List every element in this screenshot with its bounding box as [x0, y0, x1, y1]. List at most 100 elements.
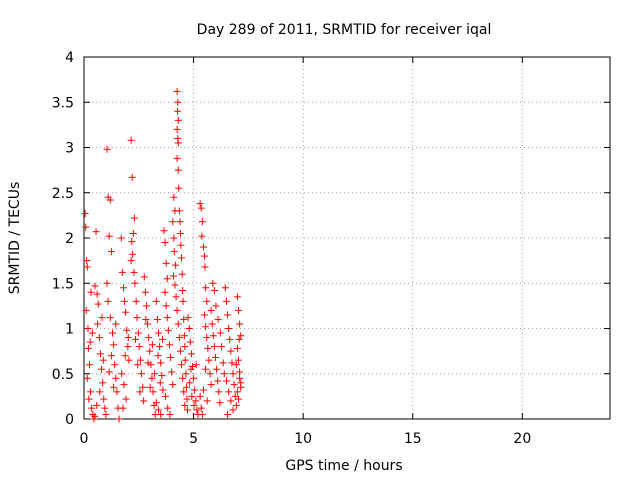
data-point: [123, 326, 131, 334]
data-point: [165, 341, 173, 349]
data-point: [173, 87, 181, 95]
data-point: [232, 361, 240, 369]
data-point: [162, 259, 170, 267]
data-point: [229, 370, 237, 378]
data-point: [98, 314, 106, 322]
data-point: [146, 347, 154, 355]
data-point: [173, 125, 181, 133]
data-point: [190, 401, 198, 409]
data-point: [164, 326, 172, 334]
chart-title: Day 289 of 2011, SRMTID for receiver iqa…: [197, 22, 492, 38]
data-point: [174, 98, 182, 106]
data-point: [144, 359, 152, 367]
data-point: [173, 154, 181, 162]
data-point: [227, 347, 235, 355]
data-point: [207, 381, 215, 389]
data-point: [184, 314, 192, 322]
data-point: [156, 379, 164, 387]
data-point: [127, 136, 135, 144]
data-point: [108, 329, 116, 337]
data-point: [153, 315, 161, 323]
data-point: [235, 306, 243, 314]
data-point: [132, 297, 140, 305]
data-point: [121, 297, 129, 305]
data-point: [214, 377, 222, 385]
data-point: [226, 335, 234, 343]
data-point: [134, 361, 142, 369]
data-point: [177, 241, 185, 249]
data-point: [118, 268, 126, 276]
data-point: [118, 370, 126, 378]
data-point: [219, 359, 227, 367]
data-point: [86, 338, 94, 346]
x-tick-label: 15: [404, 431, 422, 447]
data-point: [82, 306, 90, 314]
data-point: [124, 334, 132, 342]
data-point: [155, 329, 163, 337]
data-point: [87, 288, 95, 296]
data-point: [163, 275, 171, 283]
data-point: [210, 286, 218, 294]
data-point: [197, 404, 205, 412]
data-point: [93, 401, 101, 409]
data-point: [191, 386, 199, 394]
data-point: [147, 361, 155, 369]
data-point: [172, 261, 180, 269]
data-point: [198, 410, 206, 418]
data-point: [201, 252, 209, 260]
data-point: [172, 293, 180, 301]
data-point: [190, 374, 198, 382]
data-point: [158, 372, 166, 380]
data-point: [132, 335, 140, 343]
data-point: [159, 386, 167, 394]
data-point: [170, 193, 178, 201]
data-point: [146, 383, 154, 391]
data-point: [233, 344, 241, 352]
data-point: [203, 297, 211, 305]
data-point: [210, 343, 218, 351]
data-point: [96, 388, 104, 396]
data-point: [175, 207, 183, 215]
data-point: [204, 344, 212, 352]
data-point: [141, 288, 149, 296]
data-point: [95, 334, 103, 342]
data-point: [187, 365, 195, 373]
data-point: [137, 370, 145, 378]
x-tick-label: 20: [513, 431, 531, 447]
data-point: [94, 320, 102, 328]
data-point: [193, 406, 201, 414]
data-point: [144, 320, 152, 328]
data-point: [85, 395, 93, 403]
data-point: [92, 228, 100, 236]
data-point: [91, 282, 99, 290]
data-point: [161, 239, 169, 247]
y-tick-label: 3: [65, 141, 74, 157]
data-point: [197, 204, 205, 212]
data-point: [202, 365, 210, 373]
data-point: [236, 374, 244, 382]
data-point: [216, 329, 224, 337]
data-point: [99, 379, 107, 387]
data-point: [169, 272, 177, 280]
data-point: [199, 243, 207, 251]
data-point: [102, 410, 110, 418]
data-point: [128, 238, 136, 246]
data-point: [161, 288, 169, 296]
data-point: [84, 325, 92, 332]
data-point: [112, 374, 120, 382]
data-point: [175, 334, 183, 342]
data-point: [179, 297, 187, 305]
data-point: [182, 370, 190, 378]
data-point: [121, 352, 129, 360]
data-point: [142, 302, 150, 310]
data-point: [122, 395, 130, 403]
data-point: [122, 308, 130, 316]
data-point: [124, 343, 132, 351]
data-point: [83, 374, 91, 382]
data-point: [183, 395, 191, 403]
data-point: [209, 332, 217, 340]
data-point: [176, 218, 184, 226]
data-point: [208, 320, 216, 328]
data-point: [158, 335, 166, 343]
